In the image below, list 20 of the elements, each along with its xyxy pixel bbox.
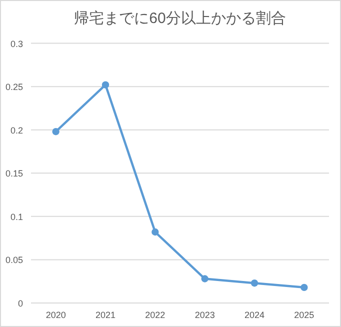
y-tick-label: 0 [18, 298, 23, 308]
point [250, 279, 258, 287]
y-tick-label: 0.15 [5, 168, 23, 179]
chart-title: 帰宅までに60分以上かかる割合 [74, 10, 286, 27]
point [300, 284, 308, 292]
x-tick-label: 2021 [95, 310, 116, 320]
x-tick-label: 2023 [194, 310, 215, 320]
point [102, 81, 110, 88]
y-tick-label: 0.05 [5, 255, 23, 266]
x-tick-label: 2024 [244, 310, 265, 320]
point [52, 128, 60, 136]
y-tick-label: 0.2 [10, 125, 23, 136]
x-tick-label: 2022 [145, 310, 166, 320]
point [152, 228, 159, 236]
x-tick-label: 2025 [294, 310, 314, 320]
x-tick-label: 2020 [46, 310, 66, 320]
y-tick-label: 0.1 [10, 212, 23, 222]
y-tick-label: 0.25 [5, 82, 23, 92]
point [201, 275, 208, 282]
y-tick-label: 0.3 [10, 38, 23, 49]
